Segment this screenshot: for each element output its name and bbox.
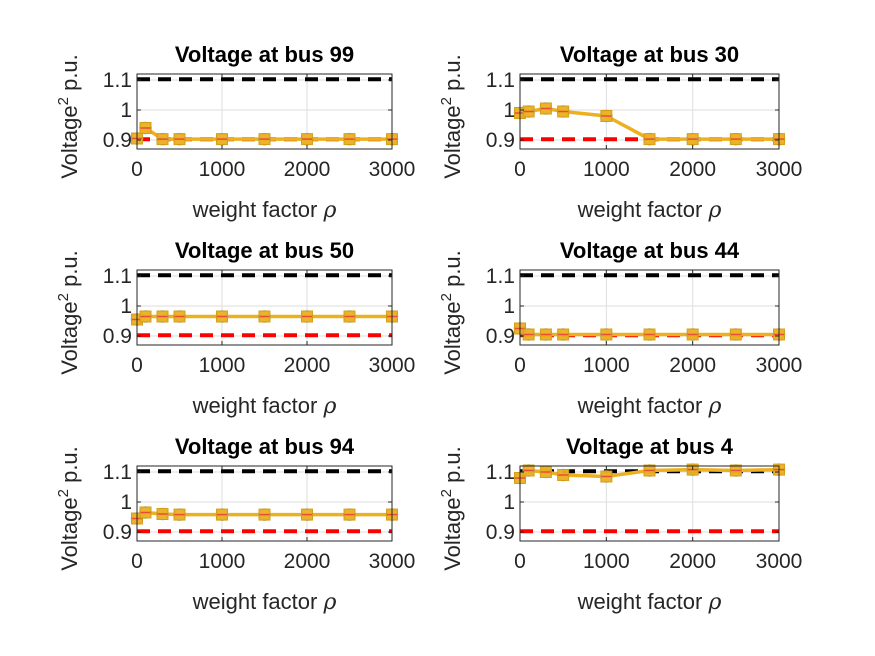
plot-area bbox=[137, 270, 392, 345]
subplot-2: 0 1000 2000 3000 0.9 1 1.1 Voltage at bus 30 wei… bbox=[438, 42, 802, 223]
y-tick-label: 0.9 bbox=[103, 325, 132, 348]
x-tick-label: 3000 bbox=[756, 354, 803, 377]
subplot-1: 0 1000 2000 3000 0.9 1 1.1 Voltage at bus 99 wei… bbox=[55, 42, 415, 223]
x-axis-label: weight factor ρ bbox=[577, 393, 722, 419]
y-axis-label: Voltage2 p.u. bbox=[438, 54, 465, 179]
y-tick-label: 0.9 bbox=[486, 521, 515, 544]
y-tick-label: 1.1 bbox=[103, 265, 132, 288]
x-tick-label: 1000 bbox=[199, 158, 246, 181]
x-tick-label: 3000 bbox=[369, 550, 416, 573]
y-tick-label: 1.1 bbox=[103, 69, 132, 92]
y-tick-label: 0.9 bbox=[486, 129, 515, 152]
axes-box bbox=[519, 73, 780, 150]
y-axis-label: Voltage2 p.u. bbox=[438, 446, 465, 571]
x-tick-label: 2000 bbox=[284, 550, 331, 573]
y-tick-label: 1.1 bbox=[103, 461, 132, 484]
x-tick-label: 3000 bbox=[369, 354, 416, 377]
chart-title: Voltage at bus 99 bbox=[175, 42, 354, 67]
y-axis-label: Voltage2 p.u. bbox=[55, 54, 82, 179]
subplot-3: 0 1000 2000 3000 0.9 1 1.1 Voltage at bus 50 wei… bbox=[55, 238, 415, 419]
y-axis-label: Voltage2 p.u. bbox=[55, 446, 82, 571]
y-tick-label: 1.1 bbox=[486, 461, 515, 484]
chart-title: Voltage at bus 4 bbox=[566, 434, 734, 459]
y-tick-label: 1 bbox=[503, 99, 515, 122]
x-axis-label: weight factor ρ bbox=[192, 589, 337, 615]
x-tick-label: 2000 bbox=[284, 158, 331, 181]
chart-title: Voltage at bus 44 bbox=[560, 238, 740, 263]
y-tick-label: 1 bbox=[120, 295, 132, 318]
y-tick-label: 1 bbox=[120, 99, 132, 122]
y-tick-label: 0.9 bbox=[103, 521, 132, 544]
y-tick-label: 1 bbox=[503, 491, 515, 514]
y-tick-label: 0.9 bbox=[486, 325, 515, 348]
subplot-4: 0 1000 2000 3000 0.9 1 1.1 Voltage at bus 44 wei… bbox=[438, 238, 802, 419]
x-tick-label: 1000 bbox=[199, 354, 246, 377]
chart-title: Voltage at bus 94 bbox=[175, 434, 355, 459]
x-tick-label: 0 bbox=[514, 158, 526, 181]
plot-area bbox=[137, 466, 392, 541]
x-tick-label: 2000 bbox=[284, 354, 331, 377]
x-tick-label: 0 bbox=[514, 354, 526, 377]
x-tick-label: 1000 bbox=[583, 354, 630, 377]
x-tick-label: 0 bbox=[131, 550, 143, 573]
x-tick-label: 0 bbox=[131, 158, 143, 181]
x-axis-label: weight factor ρ bbox=[577, 589, 722, 615]
y-axis-label: Voltage2 p.u. bbox=[55, 250, 82, 375]
chart-title: Voltage at bus 50 bbox=[175, 238, 354, 263]
x-tick-label: 2000 bbox=[669, 158, 716, 181]
x-tick-label: 1000 bbox=[199, 550, 246, 573]
x-tick-label: 2000 bbox=[669, 550, 716, 573]
subplot-6: 0 1000 2000 3000 0.9 1 1.1 Voltage at bus 4 weig… bbox=[438, 434, 802, 615]
x-axis-label: weight factor ρ bbox=[192, 393, 337, 419]
x-tick-label: 2000 bbox=[669, 354, 716, 377]
y-tick-label: 1.1 bbox=[486, 69, 515, 92]
y-axis-label: Voltage2 p.u. bbox=[438, 250, 465, 375]
x-tick-label: 3000 bbox=[756, 158, 803, 181]
y-tick-label: 0.9 bbox=[103, 129, 132, 152]
axes-box bbox=[136, 465, 393, 542]
axes-box bbox=[136, 73, 393, 150]
axes-box bbox=[136, 269, 393, 346]
x-tick-label: 3000 bbox=[756, 550, 803, 573]
y-tick-label: 1 bbox=[503, 295, 515, 318]
x-axis-label: weight factor ρ bbox=[192, 197, 337, 223]
x-tick-label: 0 bbox=[514, 550, 526, 573]
subplot-5: 0 1000 2000 3000 0.9 1 1.1 Voltage at bus 94 wei… bbox=[55, 434, 415, 615]
x-tick-label: 3000 bbox=[369, 158, 416, 181]
y-tick-label: 1 bbox=[120, 491, 132, 514]
y-tick-label: 1.1 bbox=[486, 265, 515, 288]
x-axis-label: weight factor ρ bbox=[577, 197, 722, 223]
x-tick-label: 0 bbox=[131, 354, 143, 377]
axes-box bbox=[519, 269, 780, 346]
chart-title: Voltage at bus 30 bbox=[560, 42, 739, 67]
x-tick-label: 1000 bbox=[583, 550, 630, 573]
x-tick-label: 1000 bbox=[583, 158, 630, 181]
axes-box bbox=[519, 465, 780, 542]
